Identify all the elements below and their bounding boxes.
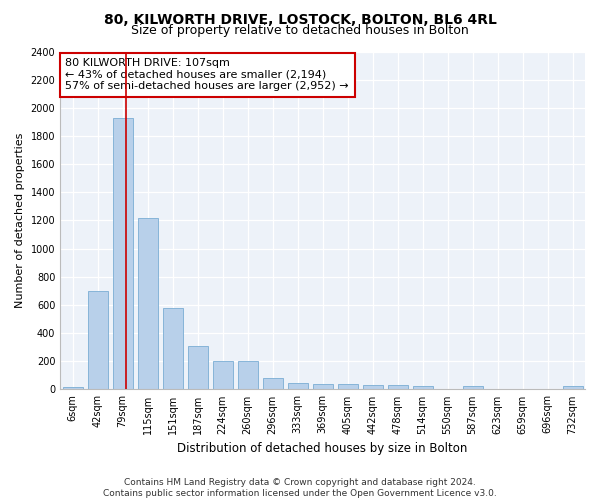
Bar	[137, 218, 158, 390]
Bar	[287, 382, 308, 390]
Bar	[338, 384, 358, 390]
Bar	[463, 386, 482, 390]
Bar	[563, 386, 583, 390]
Bar	[313, 384, 332, 390]
Text: 80 KILWORTH DRIVE: 107sqm
← 43% of detached houses are smaller (2,194)
57% of se: 80 KILWORTH DRIVE: 107sqm ← 43% of detac…	[65, 58, 349, 92]
Bar	[362, 385, 383, 390]
Bar	[238, 362, 257, 390]
Bar	[188, 346, 208, 390]
Bar	[263, 378, 283, 390]
Bar	[212, 362, 233, 390]
Bar	[88, 291, 107, 390]
Text: 80, KILWORTH DRIVE, LOSTOCK, BOLTON, BL6 4RL: 80, KILWORTH DRIVE, LOSTOCK, BOLTON, BL6…	[104, 12, 496, 26]
Bar	[388, 385, 407, 390]
Bar	[413, 386, 433, 390]
X-axis label: Distribution of detached houses by size in Bolton: Distribution of detached houses by size …	[178, 442, 468, 455]
Bar	[163, 308, 182, 390]
Bar	[113, 118, 133, 390]
Y-axis label: Number of detached properties: Number of detached properties	[15, 133, 25, 308]
Text: Size of property relative to detached houses in Bolton: Size of property relative to detached ho…	[131, 24, 469, 37]
Bar	[62, 388, 83, 390]
Text: Contains HM Land Registry data © Crown copyright and database right 2024.
Contai: Contains HM Land Registry data © Crown c…	[103, 478, 497, 498]
